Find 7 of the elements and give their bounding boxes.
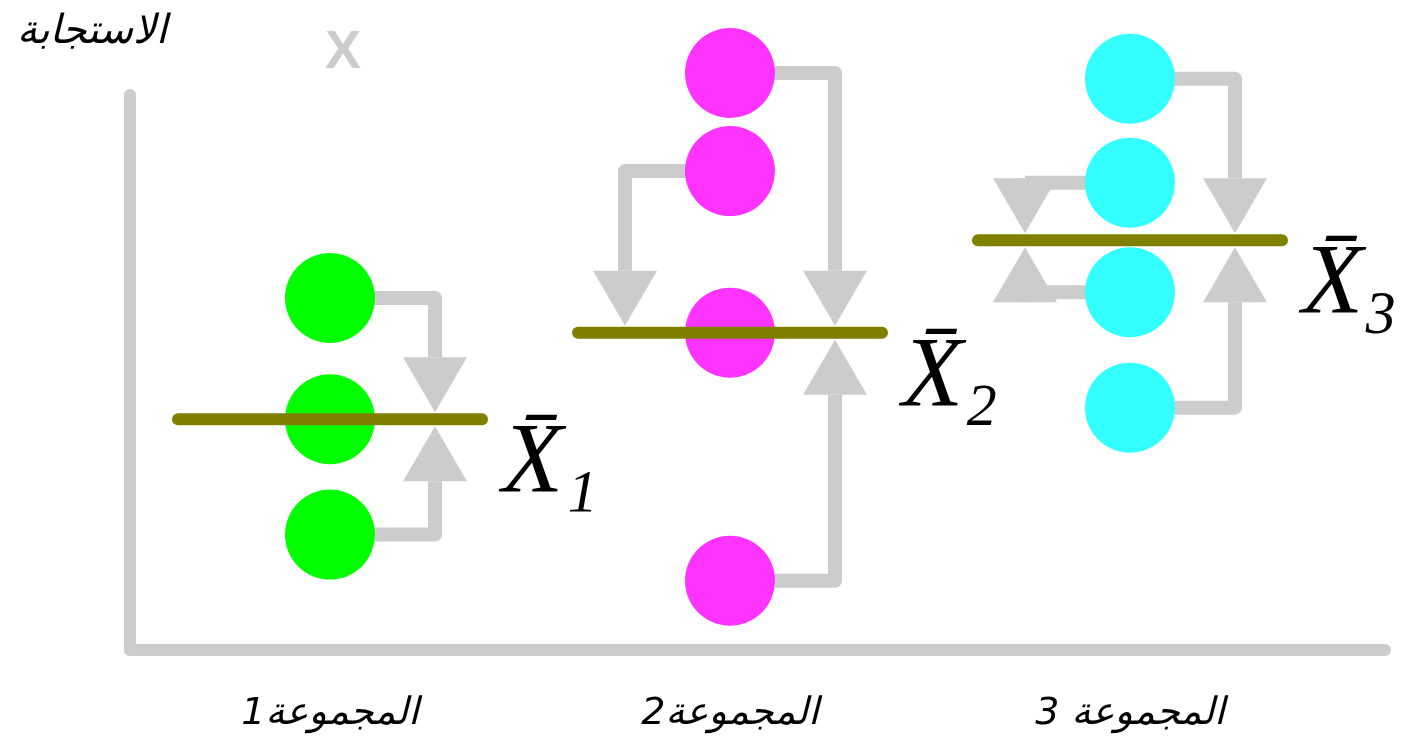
x-tick-label: المجموعة 3	[1035, 689, 1230, 734]
ref-line-label: X̄₃	[1298, 223, 1398, 335]
ref-line-label: X̄₁	[498, 402, 598, 514]
x-tick-label: المجموعة1	[241, 689, 424, 734]
x-tick-label: المجموعة2	[641, 689, 824, 734]
y-axis-title: الاستجابة	[16, 6, 171, 52]
ref-line-label: X̄₂	[898, 315, 998, 427]
